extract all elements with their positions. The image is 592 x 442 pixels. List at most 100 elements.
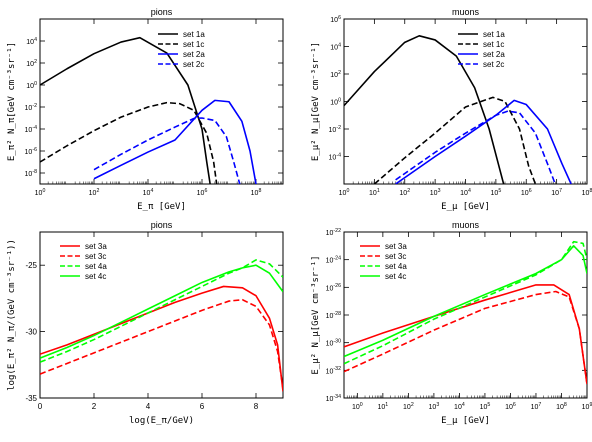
legend-label: set 4c [85,272,106,281]
y-tick-label: 10-30 [326,339,341,348]
legend-label: set 1c [183,40,204,49]
series-line-2 [40,101,218,184]
series-line-4 [93,117,241,184]
legend-label: set 4c [385,272,406,281]
chart-title: muons [452,220,480,230]
y-axis-label: E_π² N_π[GeV cm⁻³sr⁻¹] [7,42,17,161]
y-tick-label: 10-4 [329,152,342,161]
x-tick-label: 108 [556,402,567,411]
chart-title: muons [452,7,480,17]
y-axis-label: log(E_π² N_π/(GeV cm⁻³sr⁻¹)) [7,239,17,391]
chart-panel-2: muons 100 101 102 103 104 105 106 107 108 10-4 10-2… [311,7,592,212]
y-tick-label: 104 [26,37,37,46]
x-axis-label: E_μ [GeV] [441,202,490,212]
y-tick-label: 10-6 [25,147,38,156]
x-tick-label: 8 [254,402,259,411]
legend-label: set 1a [183,30,205,39]
series-line-3 [395,99,572,184]
x-tick-label: 103 [429,402,440,411]
x-tick-label: 107 [531,402,542,411]
x-tick-label: 109 [582,402,592,411]
series-line-2 [40,298,283,389]
y-tick-label: 10-2 [25,103,38,112]
x-tick-label: 103 [430,188,441,197]
legend-label: set 2c [183,60,204,69]
x-tick-label: 2 [92,402,97,411]
y-tick-label: 104 [330,42,341,51]
legend-label: set 3c [85,252,106,261]
x-tick-label: 0 [38,402,43,411]
legend-label: set 3a [385,242,407,251]
y-tick-label: 10-28 [326,311,341,320]
y-tick-label: -35 [25,394,37,403]
y-tick-label: 10-24 [326,256,341,265]
plot-frame [343,231,588,399]
legend-label: set 1c [483,40,504,49]
y-tick-label: 10-26 [326,283,341,292]
legend-label: set 3c [385,252,406,261]
x-tick-label: 106 [521,188,532,197]
series-line-3 [93,99,257,184]
x-tick-label: 6 [200,402,205,411]
y-tick-label: 100 [26,81,37,90]
y-tick-label: -25 [25,261,37,270]
y-tick-label: 10-8 [25,169,38,178]
x-tick-label: 108 [251,188,262,197]
x-tick-label: 105 [480,402,491,411]
chart-panel-3: pions 0 2 4 6 8 -35 -30 -25 log(E_π/GeV) log(E_π² … [7,220,284,426]
series-line-3 [40,259,283,363]
series-line-1 [344,35,505,184]
legend-label: set 2a [183,50,205,59]
series-line-2 [344,290,587,385]
x-tick-label: 101 [378,402,389,411]
x-axis-label: log(E_π/GeV) [129,416,194,426]
x-tick-label: 104 [143,188,154,197]
legend-label: set 3a [85,242,107,251]
series-line-1 [344,284,587,385]
chart-title: pions [151,220,173,230]
x-tick-label: 104 [460,188,471,197]
x-tick-label: 107 [551,188,562,197]
y-axis-label: E_μ² N_μ[GeV cm⁻³sr⁻¹] [311,42,321,161]
series-line-4 [40,264,283,359]
chart-panel-4: muons 100 101 102 103 104 105 106 107 108 109 10-34… [311,220,592,426]
y-tick-label: 100 [330,97,341,106]
y-tick-label: -30 [25,328,37,337]
x-tick-label: 100 [339,188,350,197]
x-axis-label: E_μ [GeV] [441,416,490,426]
x-tick-label: 100 [35,188,46,197]
legend-label: set 2c [483,60,504,69]
x-tick-label: 102 [399,188,410,197]
y-tick-label: 106 [330,15,341,24]
y-tick-label: 10-34 [326,394,341,403]
x-tick-label: 106 [505,402,516,411]
y-tick-label: 10-4 [25,125,38,134]
y-tick-label: 10-2 [329,125,342,134]
series-line-4 [395,110,556,184]
chart-panel-1: pions 100 102 104 106 108 10-8 10-6 10-4 10-2 100 1… [7,7,284,212]
series-line-1 [40,285,283,392]
y-tick-label: 102 [330,70,341,79]
x-tick-label: 104 [454,402,465,411]
x-tick-label: 102 [403,402,414,411]
x-tick-label: 108 [582,188,592,197]
legend-label: set 4a [385,262,407,271]
legend-label: set 2a [483,50,505,59]
chart-title: pions [151,7,173,17]
x-tick-label: 101 [369,188,380,197]
plot-frame [39,18,284,185]
series-line-2 [373,96,537,184]
plot-frame [39,231,284,399]
series-line-1 [40,36,211,184]
x-axis-label: E_π [GeV] [137,202,186,212]
x-tick-label: 4 [146,402,151,411]
series-line-3 [344,240,587,365]
x-tick-label: 102 [89,188,100,197]
y-axis-label: E_μ² N_μ[GeV cm⁻³sr⁻¹] [311,255,321,374]
x-tick-label: 106 [197,188,208,197]
y-tick-label: 10-32 [326,366,341,375]
